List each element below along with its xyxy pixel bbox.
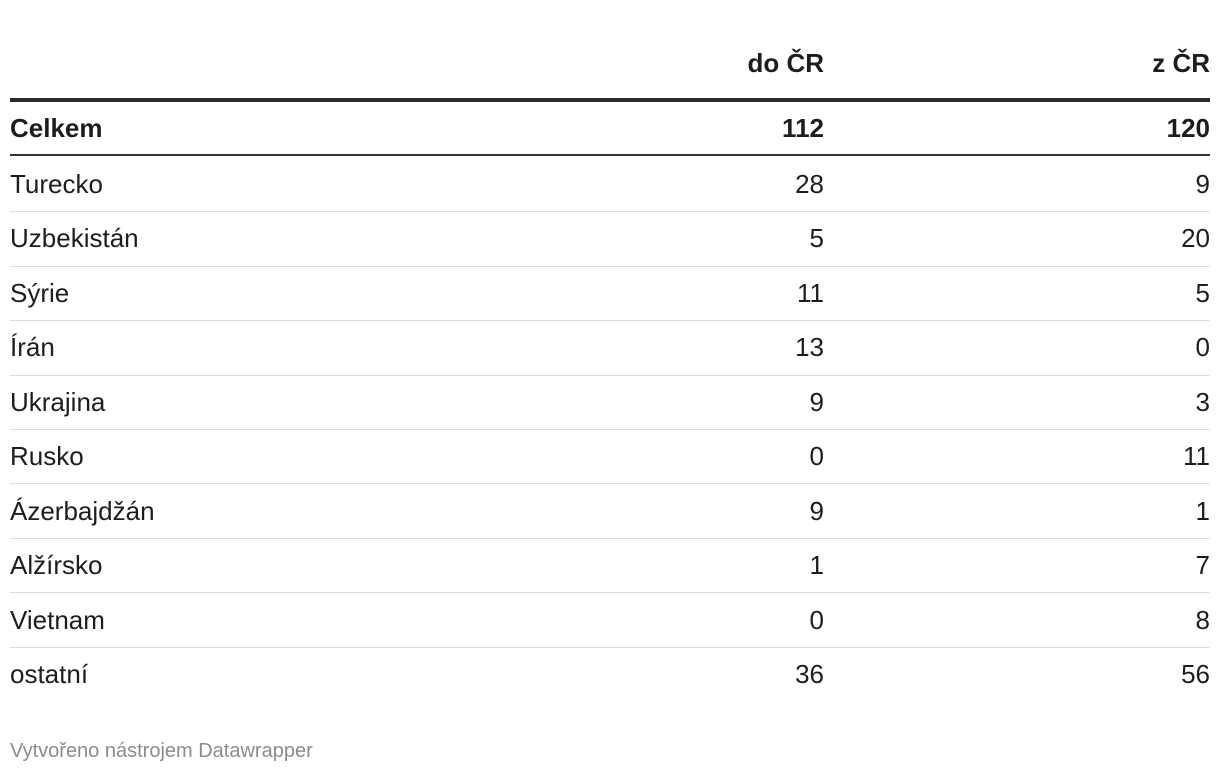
row-value: 0 <box>809 604 824 635</box>
row-value: 5 <box>809 223 824 254</box>
row-separator <box>10 647 1210 648</box>
row-separator <box>10 538 1210 539</box>
row-value: 0 <box>1195 332 1210 363</box>
row-separator <box>10 429 1210 430</box>
row-label: Alžírsko <box>10 550 103 581</box>
row-separator <box>10 211 1210 212</box>
row-value: 56 <box>1181 659 1210 690</box>
row-separator <box>10 592 1210 593</box>
row-label: Turecko <box>10 169 103 199</box>
row-label: Ukrajina <box>10 386 106 417</box>
row-value: 8 <box>1195 604 1210 635</box>
total-rule <box>10 154 1210 156</box>
row-value: 1 <box>809 550 824 581</box>
row-value: 36 <box>795 659 824 690</box>
row-label: Rusko <box>10 441 84 472</box>
total-label: Celkem <box>10 113 103 143</box>
row-separator <box>10 320 1210 321</box>
row-label: Sýrie <box>10 277 70 308</box>
row-value: 11 <box>797 277 824 308</box>
column-header: do ČR <box>747 48 824 78</box>
row-value: 3 <box>1195 386 1210 417</box>
row-value: 1 <box>1195 495 1210 526</box>
row-value: 13 <box>795 332 824 363</box>
row-label: Uzbekistán <box>10 223 139 254</box>
row-value: 9 <box>809 386 824 417</box>
row-value: 11 <box>1183 441 1210 472</box>
row-label: ostatní <box>10 659 89 690</box>
total-value: 120 <box>1166 113 1210 143</box>
row-value: 28 <box>795 169 824 199</box>
row-value: 9 <box>809 495 824 526</box>
header-rule <box>10 98 1210 102</box>
footer: Vytvořeno nástrojem Datawrapper <box>10 740 313 762</box>
row-separator <box>10 266 1210 267</box>
total-value: 112 <box>782 113 824 143</box>
row-label: Írán <box>10 332 55 363</box>
row-value: 9 <box>1195 169 1210 199</box>
row-value: 5 <box>1195 277 1210 308</box>
column-header: z ČR <box>1152 48 1210 78</box>
row-separator <box>10 483 1210 484</box>
row-label: Ázerbajdžán <box>10 495 155 526</box>
row-value: 7 <box>1195 550 1210 581</box>
row-value: 20 <box>1181 223 1210 254</box>
row-value: 0 <box>809 441 824 472</box>
row-separator <box>10 375 1210 376</box>
row-label: Vietnam <box>10 604 105 635</box>
